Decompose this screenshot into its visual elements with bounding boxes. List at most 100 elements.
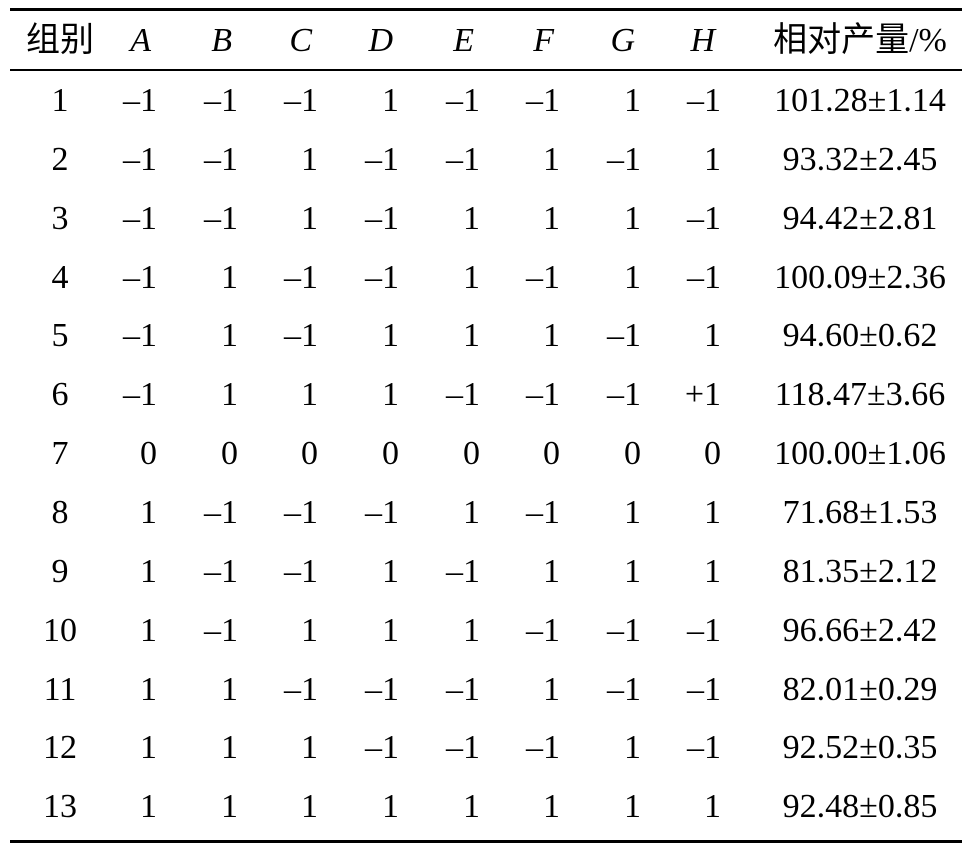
table-cell: 1 (463, 199, 480, 237)
table-cell: 1 (140, 552, 157, 590)
table-cell: –1 (446, 376, 480, 414)
table-cell: –1 (204, 611, 238, 649)
table-cell: –1 (526, 493, 560, 531)
table-cell: –1 (687, 199, 721, 237)
table-cell: –1 (123, 140, 157, 178)
table-cell: 12 (43, 729, 77, 767)
table-cell: –1 (365, 258, 399, 296)
table-cell: 1 (382, 611, 399, 649)
table-cell: 1 (51, 82, 69, 119)
table-cell: 1 (140, 788, 157, 826)
table-cell: –1 (204, 552, 238, 590)
table-cell: –1 (284, 493, 318, 531)
table-cell: 118.47±3.66 (774, 376, 946, 414)
table-cell: –1 (446, 670, 480, 708)
table-cell: 71.68±1.53 (782, 493, 938, 531)
table-cell: 1 (463, 611, 480, 649)
table-cell: 4 (51, 258, 69, 296)
table-cell: 1 (704, 788, 721, 826)
table-cell: –1 (607, 140, 641, 178)
table-cell: 5 (51, 317, 69, 355)
table-cell: 0 (382, 435, 399, 473)
table-cell: 1 (301, 788, 318, 826)
table-cell: 13 (43, 788, 77, 826)
table-cell: 1 (301, 729, 318, 767)
table-cell: 1 (543, 140, 560, 178)
table-cell: –1 (123, 199, 157, 237)
table-cell: 81.35±2.12 (782, 552, 938, 590)
table-cell: –1 (284, 258, 318, 296)
table-cell: 1 (382, 552, 399, 590)
table-cell: 1 (221, 729, 238, 767)
table-cell: 1 (704, 317, 721, 355)
table-cell: –1 (526, 376, 560, 414)
table-cell: 1 (140, 729, 157, 767)
table-cell: 7 (51, 435, 69, 473)
table-cell: 1 (301, 140, 318, 178)
table-cell: 0 (301, 435, 318, 473)
table-cell: –1 (687, 729, 721, 767)
table-cell: 1 (624, 788, 641, 826)
header-cell: C (289, 22, 312, 59)
table-cell: –1 (365, 199, 399, 237)
table-cell: 1 (543, 317, 560, 355)
table-cell: 1 (382, 82, 399, 119)
header-cell: E (453, 22, 474, 59)
table-cell: 9 (51, 552, 69, 590)
table-cell: 1 (463, 788, 480, 826)
table-cell: 100.00±1.06 (774, 435, 946, 473)
table-cell: 8 (51, 493, 69, 531)
table-cell: –1 (284, 82, 318, 119)
table-cell: 1 (140, 611, 157, 649)
bottom-rule (10, 840, 962, 843)
header-cell: H (690, 22, 715, 59)
table-cell: 1 (140, 493, 157, 531)
header-rule (10, 69, 962, 71)
table-cell: 1 (543, 199, 560, 237)
table-cell: –1 (284, 552, 318, 590)
table-cell: 0 (221, 435, 238, 473)
table-cell: 1 (221, 258, 238, 296)
table-cell: –1 (123, 317, 157, 355)
table-cell: 1 (301, 611, 318, 649)
top-rule (10, 8, 962, 11)
table-cell: 1 (704, 493, 721, 531)
table-cell: 11 (43, 670, 77, 708)
header-cell: 组别 (26, 22, 94, 59)
table-cell: –1 (204, 82, 238, 119)
table-cell: 0 (624, 435, 641, 473)
table-cell: –1 (607, 670, 641, 708)
table-cell: 0 (704, 435, 721, 473)
header-cell: B (211, 22, 232, 59)
header-cell: D (368, 22, 393, 59)
table-cell: –1 (446, 82, 480, 119)
table-cell: –1 (687, 611, 721, 649)
table-cell: 1 (382, 788, 399, 826)
table-cell: –1 (526, 258, 560, 296)
table-cell: –1 (526, 82, 560, 119)
table-cell: –1 (687, 670, 721, 708)
table-cell: 3 (51, 199, 69, 237)
table-cell: –1 (526, 611, 560, 649)
table-cell: –1 (446, 140, 480, 178)
table-cell: 1 (624, 493, 641, 531)
table-cell: 1 (624, 552, 641, 590)
table-cell: 1 (382, 376, 399, 414)
table-cell: –1 (123, 258, 157, 296)
table-cell: –1 (123, 82, 157, 119)
table-cell: 94.42±2.81 (782, 199, 938, 237)
table-cell: +1 (684, 376, 721, 414)
table-cell: 10 (43, 611, 77, 649)
table-cell: 1 (301, 199, 318, 237)
table-cell: 100.09±2.36 (774, 258, 946, 296)
table-cell: 6 (51, 376, 69, 414)
table-cell: –1 (446, 729, 480, 767)
table-cell: –1 (365, 670, 399, 708)
table-cell: 1 (624, 258, 641, 296)
table-cell: 92.48±0.85 (782, 788, 938, 826)
table-cell: –1 (284, 670, 318, 708)
table-cell: –1 (526, 729, 560, 767)
table-cell: 96.66±2.42 (782, 611, 938, 649)
table-cell: –1 (446, 552, 480, 590)
